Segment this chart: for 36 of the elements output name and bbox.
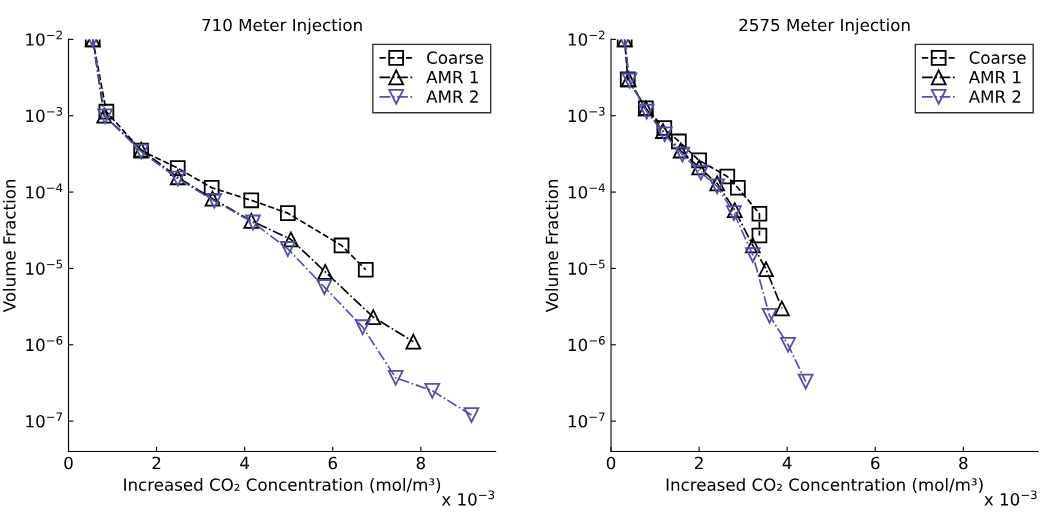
legend-label: AMR 1 — [426, 71, 478, 84]
x-tick-label: 2 — [152, 456, 161, 470]
x-tick-label: 6 — [871, 456, 880, 470]
x-tick-label: 0 — [606, 456, 616, 470]
legend-label: AMR 2 — [426, 90, 478, 103]
y-tick-label: 10$^{−5}$ — [26, 259, 63, 275]
chart-title: 710 Meter Injection — [202, 18, 362, 35]
x-tick-label: 2 — [695, 456, 703, 470]
x-axis-title: Increased CO₂ Concentration (mol/m³) — [666, 478, 983, 493]
y-tick-label: 10$^{−4}$ — [568, 183, 605, 199]
x-tick-label: 0 — [64, 456, 73, 470]
chart-title: 2575 Meter Injection — [739, 18, 910, 35]
y-tick-label: 10$^{−3}$ — [568, 106, 605, 123]
x-tick-label: 4 — [782, 456, 792, 470]
x-tick-label: 4 — [240, 456, 250, 470]
y-tick-label: 10$^{−2}$ — [26, 30, 62, 46]
legend-label: Coarse — [969, 51, 1026, 64]
y-tick-label: 10$^{−7}$ — [26, 412, 63, 428]
x-axis-title: Increased CO₂ Concentration (mol/m³) — [124, 478, 441, 493]
y-tick-label: 10$^{−5}$ — [568, 259, 605, 275]
text: x 10$^{−3}$ — [441, 490, 495, 506]
y-tick-label: 10$^{−6}$ — [568, 335, 605, 352]
y-axis-title: Volume Fraction — [2, 179, 16, 313]
y-axis-title: Volume Fraction — [545, 179, 559, 313]
y-tick-label: 10$^{−3}$ — [26, 106, 63, 123]
x-tick-label: 8 — [959, 456, 968, 470]
y-tick-label: 10$^{−6}$ — [26, 335, 63, 352]
y-tick-label: 10$^{−4}$ — [26, 183, 63, 199]
y-tick-label: 10$^{−7}$ — [568, 412, 605, 428]
x-tick-label: 8 — [416, 456, 425, 470]
legend-label: AMR 1 — [968, 71, 1021, 84]
legend-label: Coarse — [427, 51, 484, 64]
text: x 10$^{−3}$ — [984, 490, 1037, 506]
legend-label: AMR 2 — [968, 90, 1021, 103]
x-tick-label: 6 — [328, 456, 337, 470]
y-tick-label: 10$^{−2}$ — [568, 30, 605, 46]
